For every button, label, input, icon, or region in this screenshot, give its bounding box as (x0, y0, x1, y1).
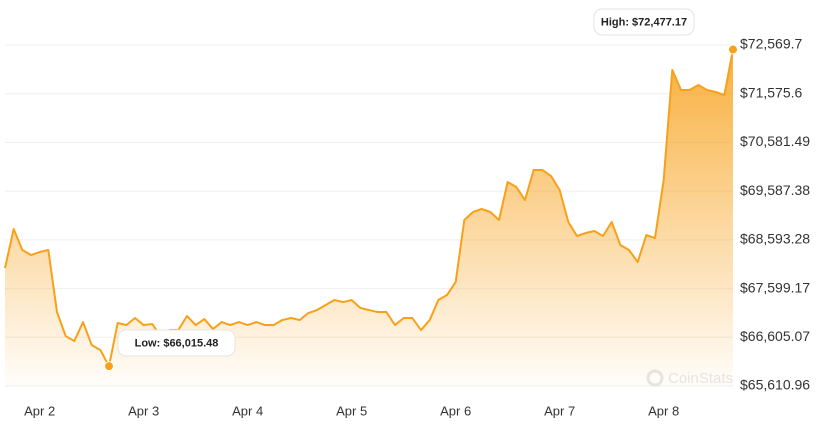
low-label: Low: $66,015.48 (135, 337, 219, 349)
y-tick-label: $71,575.6 (740, 84, 802, 100)
y-tick-label: $72,569.7 (740, 36, 802, 52)
y-tick-label: $68,593.28 (740, 231, 810, 247)
x-tick-label: Apr 6 (440, 403, 471, 418)
area (5, 49, 733, 386)
y-tick-label: $70,581.49 (740, 133, 810, 149)
x-tick-label: Apr 4 (232, 403, 263, 418)
y-tick-label: $69,587.38 (740, 182, 810, 198)
y-tick-label: $67,599.17 (740, 279, 810, 295)
x-tick-label: Apr 2 (24, 403, 55, 418)
low-point (104, 361, 114, 372)
low-label-box (117, 329, 236, 357)
x-tick-label: Apr 7 (544, 403, 575, 418)
x-tick-label: Apr 8 (648, 403, 679, 418)
high-point (728, 44, 738, 55)
y-tick-label: $66,605.07 (740, 328, 810, 344)
x-tick-label: Apr 5 (336, 403, 367, 418)
high-label: High: $72,477.17 (601, 16, 687, 28)
x-tick-label: Apr 3 (128, 403, 159, 418)
y-tick-label: $65,610.96 (740, 377, 810, 393)
high-label-box (593, 8, 695, 36)
line (4, 49, 734, 368)
